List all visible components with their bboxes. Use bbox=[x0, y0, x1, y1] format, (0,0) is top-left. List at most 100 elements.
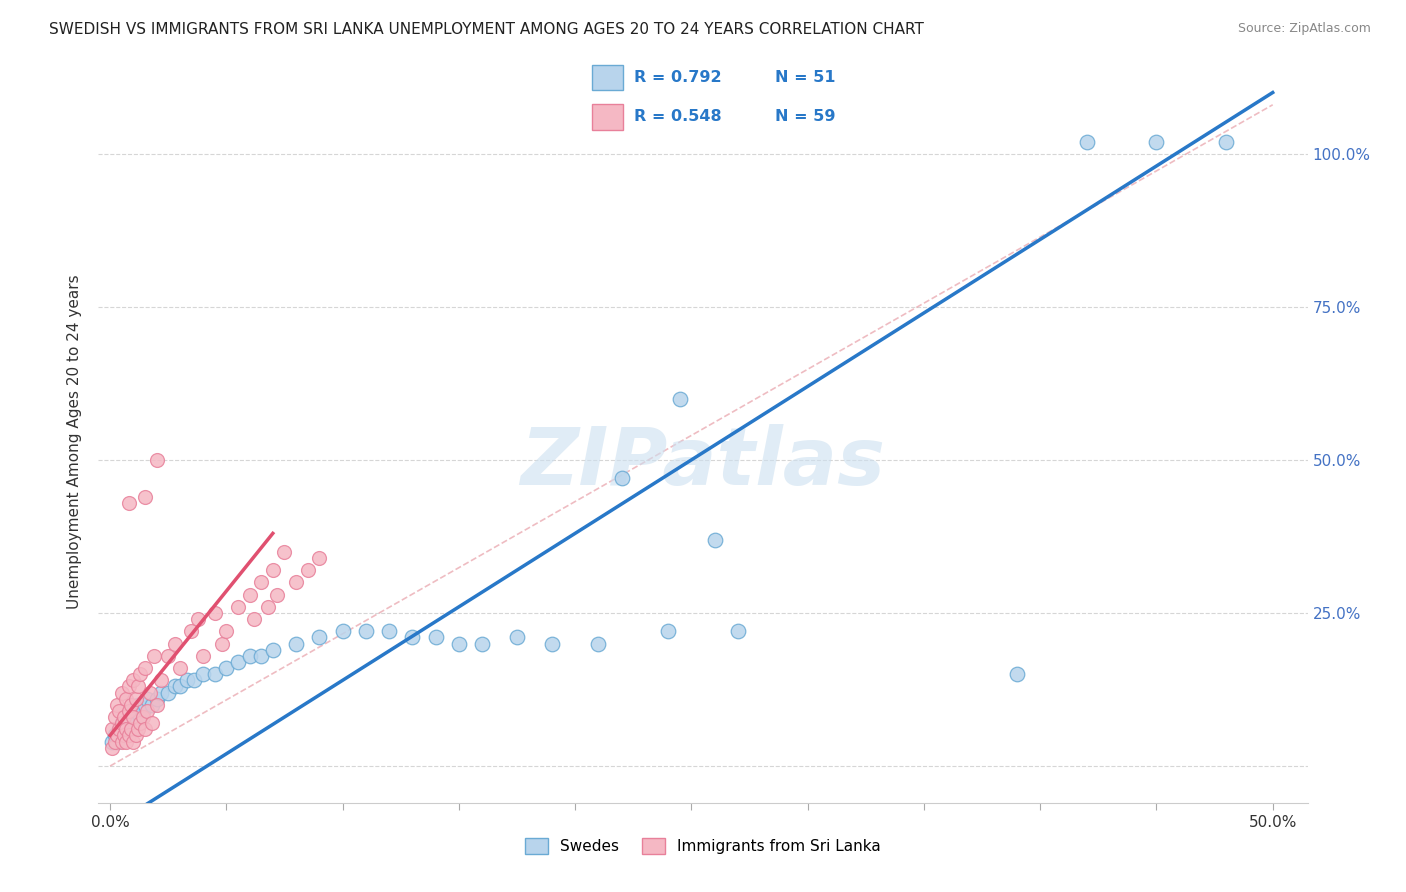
Point bbox=[105, 698, 128, 712]
Point bbox=[703, 533, 725, 547]
Text: R = 0.548: R = 0.548 bbox=[634, 109, 721, 124]
Point bbox=[134, 723, 156, 737]
Point bbox=[243, 612, 266, 626]
Point bbox=[145, 691, 167, 706]
Point bbox=[204, 667, 226, 681]
Point bbox=[332, 624, 354, 639]
Point bbox=[127, 698, 149, 712]
Text: N = 51: N = 51 bbox=[775, 70, 835, 85]
Point bbox=[354, 624, 377, 639]
Point bbox=[204, 606, 226, 620]
Point bbox=[262, 563, 284, 577]
Point bbox=[1215, 135, 1237, 149]
Point bbox=[134, 661, 156, 675]
Bar bbox=[592, 104, 623, 130]
Point bbox=[124, 691, 146, 706]
Point bbox=[588, 637, 610, 651]
Point bbox=[506, 631, 529, 645]
Point bbox=[118, 710, 141, 724]
Point bbox=[138, 685, 160, 699]
Point bbox=[250, 648, 273, 663]
Point bbox=[176, 673, 198, 688]
Point bbox=[108, 704, 131, 718]
Point bbox=[108, 723, 131, 737]
Point bbox=[104, 710, 127, 724]
Point bbox=[401, 631, 423, 645]
Point bbox=[165, 637, 187, 651]
Point bbox=[108, 723, 131, 737]
Point bbox=[215, 624, 238, 639]
Point bbox=[122, 723, 145, 737]
Point bbox=[183, 673, 205, 688]
Point bbox=[112, 728, 135, 742]
Point bbox=[169, 680, 191, 694]
Text: SWEDISH VS IMMIGRANTS FROM SRI LANKA UNEMPLOYMENT AMONG AGES 20 TO 24 YEARS CORR: SWEDISH VS IMMIGRANTS FROM SRI LANKA UNE… bbox=[49, 22, 924, 37]
Point bbox=[122, 710, 145, 724]
Point bbox=[101, 734, 124, 748]
Point bbox=[115, 734, 138, 748]
Point bbox=[226, 655, 249, 669]
Point bbox=[131, 704, 153, 718]
Point bbox=[145, 453, 167, 467]
Point bbox=[134, 490, 156, 504]
Point bbox=[150, 685, 173, 699]
Point bbox=[134, 698, 156, 712]
Point bbox=[115, 716, 138, 731]
Point bbox=[668, 392, 690, 406]
Point bbox=[150, 673, 173, 688]
Point bbox=[120, 716, 142, 731]
Point bbox=[257, 599, 280, 614]
Point bbox=[471, 637, 494, 651]
Point bbox=[378, 624, 401, 639]
Point bbox=[118, 728, 141, 742]
Point bbox=[187, 612, 209, 626]
Text: R = 0.792: R = 0.792 bbox=[634, 70, 721, 85]
Point bbox=[215, 661, 238, 675]
Point bbox=[129, 667, 152, 681]
Point bbox=[122, 734, 145, 748]
Point bbox=[143, 648, 166, 663]
Point bbox=[105, 734, 128, 748]
Y-axis label: Unemployment Among Ages 20 to 24 years: Unemployment Among Ages 20 to 24 years bbox=[67, 274, 83, 609]
Point bbox=[239, 588, 262, 602]
Point bbox=[122, 673, 145, 688]
Point bbox=[112, 728, 135, 742]
Point bbox=[239, 648, 262, 663]
Point bbox=[141, 698, 163, 712]
Point bbox=[308, 631, 330, 645]
Point bbox=[540, 637, 562, 651]
Point bbox=[118, 680, 141, 694]
Point bbox=[115, 691, 138, 706]
Point bbox=[136, 691, 159, 706]
Point bbox=[191, 648, 214, 663]
Point bbox=[1076, 135, 1098, 149]
Point bbox=[447, 637, 470, 651]
Point bbox=[122, 710, 145, 724]
Point bbox=[266, 588, 288, 602]
Point bbox=[425, 631, 447, 645]
Point bbox=[250, 575, 273, 590]
Point bbox=[226, 599, 249, 614]
Point bbox=[169, 661, 191, 675]
Point bbox=[285, 575, 308, 590]
Point bbox=[101, 740, 124, 755]
Point bbox=[191, 667, 214, 681]
Bar bbox=[592, 64, 623, 90]
Point bbox=[297, 563, 319, 577]
Point bbox=[727, 624, 749, 639]
Legend: Swedes, Immigrants from Sri Lanka: Swedes, Immigrants from Sri Lanka bbox=[519, 832, 887, 860]
Point bbox=[131, 710, 153, 724]
Point bbox=[285, 637, 308, 651]
Point bbox=[111, 716, 134, 731]
Point bbox=[104, 728, 127, 742]
Point bbox=[141, 716, 163, 731]
Point bbox=[1005, 667, 1028, 681]
Point bbox=[120, 698, 142, 712]
Point bbox=[1144, 135, 1167, 149]
Point bbox=[124, 728, 146, 742]
Point bbox=[273, 545, 295, 559]
Point bbox=[105, 728, 128, 742]
Point bbox=[129, 716, 152, 731]
Text: ZIPatlas: ZIPatlas bbox=[520, 425, 886, 502]
Point bbox=[129, 710, 152, 724]
